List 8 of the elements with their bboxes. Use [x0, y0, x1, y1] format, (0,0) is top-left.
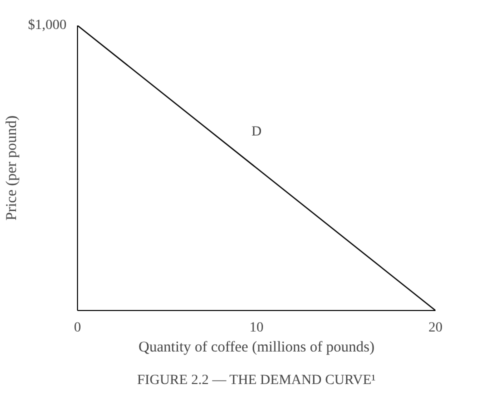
x-tick-label: 0	[74, 320, 81, 336]
caption: FIGURE 2.2 — THE DEMAND CURVE¹	[137, 373, 376, 388]
y-axis-title: Price (per pound)	[4, 116, 20, 220]
annotation: D	[251, 124, 262, 140]
x-axis-title: Quantity of coffee (millions of pounds)	[138, 340, 374, 356]
x-tick-label: 10	[250, 320, 264, 336]
text: $1,000	[28, 18, 66, 33]
x-tick-label: 20	[428, 320, 442, 336]
